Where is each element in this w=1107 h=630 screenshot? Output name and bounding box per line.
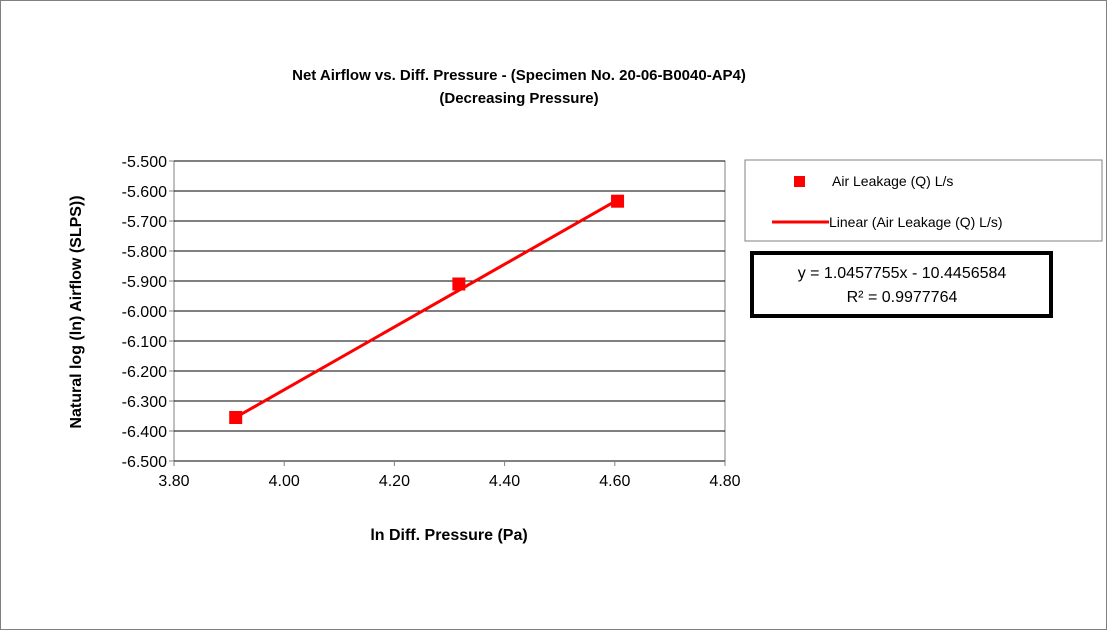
trendline-equation-label: y = 1.0457755x - 10.4456584 R² = 0.99777… bbox=[750, 251, 1053, 318]
equation-text: y = 1.0457755x - 10.4456584 bbox=[798, 265, 1007, 282]
y-axis-title: Natural log (ln) Airflow (SLPS)) bbox=[68, 195, 85, 428]
y-tick-label: -6.300 bbox=[122, 394, 167, 411]
legend-marker-square bbox=[794, 176, 805, 187]
y-tick-label: -5.800 bbox=[122, 244, 167, 261]
trendline-group bbox=[234, 198, 619, 419]
y-tick-label: -5.600 bbox=[122, 184, 167, 201]
x-tick-label: 4.20 bbox=[379, 473, 410, 490]
x-tick-label: 4.40 bbox=[489, 473, 520, 490]
equation-box bbox=[750, 251, 1053, 318]
legend-box bbox=[744, 159, 1103, 242]
legend-item-series: Air Leakage (Q) L/s bbox=[832, 173, 953, 189]
trendline bbox=[234, 198, 619, 419]
y-tick-label: -6.000 bbox=[122, 304, 167, 321]
y-tick-label: -5.900 bbox=[122, 274, 167, 291]
legend-item-trendline: Linear (Air Leakage (Q) L/s) bbox=[829, 214, 1003, 230]
x-tick-label: 4.00 bbox=[269, 473, 300, 490]
y-axis-ticks: -5.500 -5.600 -5.700 -5.800 -5.900 -6.000 -6.1… bbox=[122, 154, 174, 471]
data-point bbox=[452, 277, 466, 291]
x-tick-label: 3.80 bbox=[158, 473, 189, 490]
y-tick-label: -6.100 bbox=[122, 334, 167, 351]
y-tick-label: -5.700 bbox=[122, 214, 167, 231]
data-point bbox=[229, 411, 243, 424]
y-tick-label: -6.400 bbox=[122, 424, 167, 441]
chart-subtitle: (Decreasing Pressure) bbox=[439, 90, 598, 107]
x-axis-ticks: 3.80 4.00 4.20 4.40 4.60 4.80 bbox=[158, 461, 741, 490]
y-tick-label: -5.500 bbox=[122, 154, 167, 171]
chart-title: Net Airflow vs. Diff. Pressure - (Specim… bbox=[292, 67, 746, 84]
r-squared-text: R² = 0.9977764 bbox=[847, 289, 958, 306]
y-tick-label: -6.500 bbox=[122, 454, 167, 471]
data-points bbox=[229, 194, 625, 424]
x-tick-label: 4.80 bbox=[709, 473, 740, 490]
x-tick-label: 4.60 bbox=[599, 473, 630, 490]
x-axis-title: ln Diff. Pressure (Pa) bbox=[370, 527, 527, 544]
y-tick-label: -6.200 bbox=[122, 364, 167, 381]
legend: Air Leakage (Q) L/s Linear (Air Leakage … bbox=[744, 159, 1103, 242]
gridlines bbox=[174, 160, 725, 462]
data-point bbox=[611, 194, 625, 208]
